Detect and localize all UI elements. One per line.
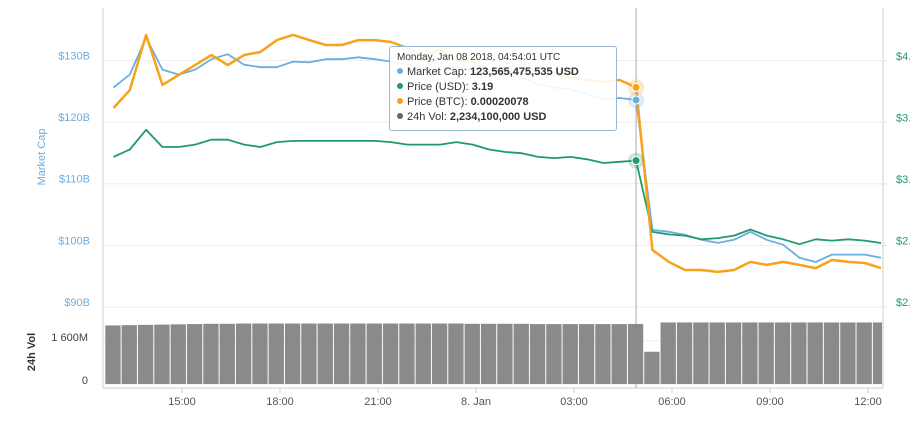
- tooltip-row: 24h Vol: 2,234,100,000 USD: [397, 110, 609, 125]
- volume-bar: [578, 324, 595, 384]
- volume-bar: [203, 323, 219, 384]
- volume-bar: [791, 322, 807, 384]
- volume-bar: [529, 324, 546, 384]
- volume-bar: [856, 322, 872, 384]
- tooltip-dot: [397, 68, 403, 74]
- volume-bar: [627, 323, 644, 384]
- volume-bar: [709, 322, 725, 384]
- volume-bar: [105, 325, 121, 384]
- tooltip-value: 0.00020078: [470, 96, 529, 108]
- volume-bar: [350, 323, 366, 384]
- tooltip-value: 3.19: [471, 81, 494, 93]
- tooltip-row: Price (BTC): 0.00020078: [397, 95, 609, 110]
- x-tick-label: 12:00: [854, 396, 882, 408]
- highlight-point: [631, 95, 641, 105]
- volume-bar: [660, 322, 676, 384]
- series-line: [113, 128, 882, 246]
- y-tick-label: $130B: [58, 50, 90, 62]
- volume-bar: [464, 323, 480, 384]
- tooltip-row: Market Cap: 123,565,475,535 USD: [397, 65, 609, 80]
- volume-bar: [268, 323, 284, 384]
- volume-bar: [497, 323, 513, 384]
- volume-bar: [480, 323, 497, 384]
- volume-bar: [693, 322, 709, 384]
- volume-bar: [235, 323, 252, 384]
- volume-bar: [170, 324, 186, 384]
- volume-bar: [317, 323, 333, 384]
- tooltip-dot: [397, 113, 403, 119]
- y2-tick-label: $2.5: [896, 235, 910, 247]
- y-tick-label: $110B: [59, 174, 90, 186]
- volume-bar: [644, 351, 660, 384]
- x-tick-label: 21:00: [364, 396, 392, 408]
- volume-bar: [252, 323, 268, 384]
- volume-bar: [448, 323, 464, 384]
- y-axis-title: Market Cap: [36, 129, 48, 186]
- tooltip-value: 2,234,100,000 USD: [449, 111, 547, 123]
- volume-bar: [301, 323, 317, 384]
- y-tick-label: $100B: [58, 235, 90, 247]
- highlight-point: [631, 82, 641, 92]
- tooltip-row: Price (USD): 3.19: [397, 80, 609, 95]
- volume-bar: [137, 324, 154, 384]
- tooltip-dot: [397, 83, 403, 89]
- y2-tick-label: $2.0: [896, 297, 910, 309]
- volume-bar: [546, 324, 562, 384]
- x-tick-label: 18:00: [266, 396, 294, 408]
- tooltip-dot: [397, 98, 403, 104]
- volume-bar: [513, 323, 529, 384]
- x-tick-label: 09:00: [756, 396, 784, 408]
- x-tick-label: 06:00: [658, 396, 686, 408]
- y2-tick-label: $4.0: [896, 51, 910, 63]
- volume-bar: [366, 323, 382, 384]
- volume-bar: [399, 323, 415, 384]
- volume-tick-label: 0: [82, 375, 88, 387]
- x-tick-label: 03:00: [560, 396, 588, 408]
- tooltip-title: Monday, Jan 08 2018, 04:54:01 UTC: [397, 52, 561, 63]
- volume-tick-label: 1 600M: [51, 332, 88, 344]
- volume-bar: [774, 322, 791, 384]
- volume-bar: [186, 324, 203, 384]
- volume-bar: [595, 324, 611, 384]
- volume-bar: [823, 322, 840, 384]
- tooltip-value: 123,565,475,535 USD: [469, 66, 579, 78]
- volume-bar: [872, 322, 882, 384]
- y2-tick-label: $3.5: [896, 112, 910, 124]
- volume-bar: [758, 322, 774, 384]
- y-tick-label: $120B: [58, 112, 90, 124]
- tooltip-label: Price (BTC):: [407, 96, 468, 108]
- tooltip: Monday, Jan 08 2018, 04:54:01 UTC Market…: [389, 46, 617, 131]
- volume-axis-title: 24h Vol: [26, 333, 38, 371]
- x-tick-label: 15:00: [168, 396, 196, 408]
- volume-bar: [807, 322, 823, 384]
- volume-bar: [219, 323, 235, 384]
- y-tick-label: $90B: [64, 297, 90, 309]
- volume-bar: [725, 322, 742, 384]
- volume-bar: [431, 323, 448, 384]
- x-tick-label: 8. Jan: [461, 396, 491, 408]
- volume-bar: [840, 322, 856, 384]
- volume-bar: [562, 324, 578, 384]
- volume-bar: [676, 322, 693, 384]
- volume-bar: [284, 323, 301, 384]
- tooltip-label: 24h Vol:: [407, 111, 447, 123]
- volume-bar: [333, 323, 350, 384]
- volume-bar: [415, 323, 431, 384]
- y2-tick-label: $3.0: [896, 174, 910, 186]
- tooltip-label: Price (USD):: [407, 81, 469, 93]
- highlight-point: [631, 156, 641, 166]
- volume-bar: [742, 322, 758, 384]
- volume-bar: [121, 325, 137, 384]
- volume-bar: [154, 324, 170, 384]
- volume-bar: [382, 323, 399, 384]
- volume-bar: [611, 324, 627, 384]
- tooltip-label: Market Cap:: [407, 66, 467, 78]
